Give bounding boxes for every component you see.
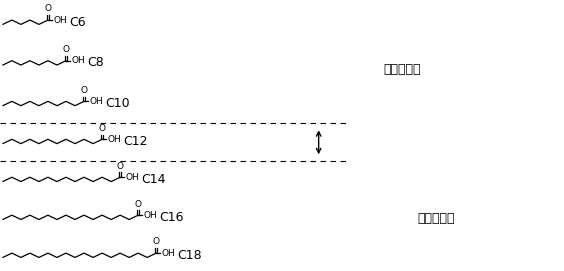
- Text: O: O: [153, 237, 160, 246]
- Text: C10: C10: [105, 97, 130, 110]
- Text: O: O: [117, 162, 124, 170]
- Text: O: O: [63, 45, 69, 54]
- Text: O: O: [99, 124, 105, 133]
- Text: OH: OH: [89, 97, 103, 106]
- Text: O: O: [81, 86, 87, 95]
- Text: OH: OH: [71, 56, 85, 65]
- Text: OH: OH: [53, 15, 67, 25]
- Text: O: O: [45, 4, 51, 13]
- Text: C18: C18: [177, 249, 202, 262]
- Text: OH: OH: [143, 211, 157, 220]
- Text: C8: C8: [87, 56, 104, 69]
- Text: C6: C6: [69, 16, 86, 29]
- Text: C16: C16: [159, 211, 184, 224]
- Text: 中钉脂肪酸: 中钉脂肪酸: [384, 63, 421, 76]
- Text: OH: OH: [125, 173, 139, 182]
- Text: OH: OH: [107, 135, 121, 144]
- Text: C12: C12: [123, 135, 148, 148]
- Text: C14: C14: [141, 173, 166, 186]
- Text: 长钉脂肪酸: 长钉脂肪酸: [417, 212, 455, 225]
- Text: OH: OH: [161, 249, 175, 258]
- Text: O: O: [135, 199, 142, 208]
